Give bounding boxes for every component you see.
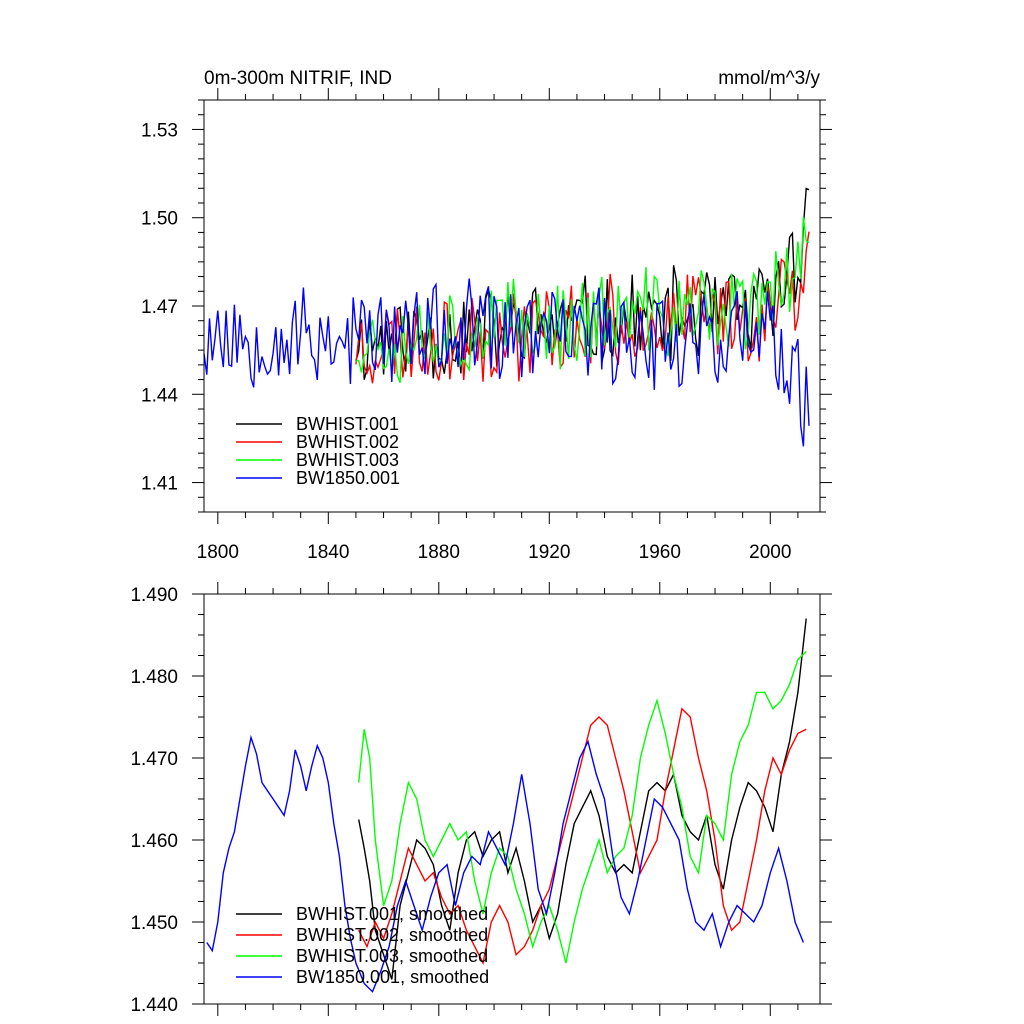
- top-x-tick-label: 1960: [639, 542, 681, 563]
- bottom-y-tick-label: 1.480: [130, 667, 178, 688]
- top-x-tick-label: 1880: [418, 542, 460, 563]
- top-y-tick-label: 1.47: [141, 297, 178, 318]
- bottom-legend-label: BWHIST.003, smoothed: [296, 946, 488, 966]
- top-y-tick-label: 1.44: [141, 385, 178, 406]
- bottom-y-tick-label: 1.460: [130, 831, 178, 852]
- top-y-tick-label: 1.53: [141, 120, 178, 141]
- top-legend-label: BWHIST.002: [296, 432, 399, 452]
- bottom-y-tick-label: 1.450: [130, 913, 178, 934]
- top-y-tick-label: 1.50: [141, 209, 178, 230]
- top-legend-label: BW1850.001: [296, 468, 400, 488]
- bottom-legend-label: BWHIST.002, smoothed: [296, 925, 488, 945]
- top-x-tick-label: 1840: [307, 542, 349, 563]
- chart-figure: 0m-300m NITRIF, IND mmol/m^3/y 1800 1840 1…: [0, 0, 1024, 1024]
- chart-title-units: mmol/m^3/y: [718, 68, 820, 89]
- bottom-y-tick-label: 1.490: [130, 585, 178, 606]
- top-x-tick-label: 1920: [528, 542, 570, 563]
- chart-title-left: 0m-300m NITRIF, IND: [204, 68, 392, 89]
- bottom-legend-label: BWHIST.001, smoothed: [296, 904, 488, 924]
- bottom-y-tick-label: 1.470: [130, 749, 178, 770]
- bottom-legend-label: BW1850.001, smoothed: [296, 967, 489, 987]
- top-x-tick-label: 1800: [197, 542, 239, 563]
- top-y-tick-label: 1.41: [141, 474, 178, 495]
- top-legend-label: BWHIST.001: [296, 414, 399, 434]
- top-x-tick-label: 2000: [749, 542, 791, 563]
- bottom-y-tick-label: 1.440: [130, 995, 178, 1016]
- top-legend-label: BWHIST.003: [296, 450, 399, 470]
